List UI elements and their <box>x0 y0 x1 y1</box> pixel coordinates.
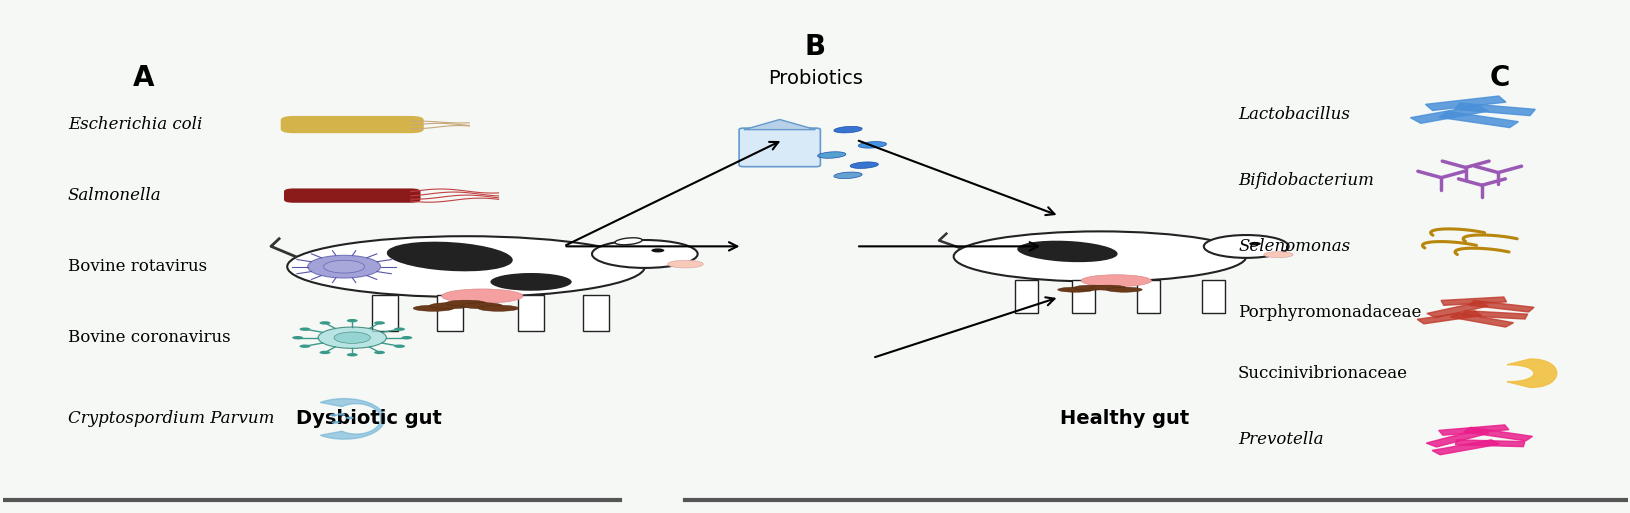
Circle shape <box>373 351 385 354</box>
FancyBboxPatch shape <box>280 116 424 133</box>
Circle shape <box>323 260 365 273</box>
Text: Salmonella: Salmonella <box>68 187 161 204</box>
Ellipse shape <box>667 260 703 268</box>
Ellipse shape <box>491 273 572 291</box>
Circle shape <box>394 345 404 348</box>
Polygon shape <box>1506 359 1555 387</box>
Text: B: B <box>805 33 825 61</box>
Ellipse shape <box>442 289 523 303</box>
Ellipse shape <box>461 303 502 309</box>
Text: Cryptospordium Parvum: Cryptospordium Parvum <box>68 410 274 427</box>
Ellipse shape <box>592 240 698 268</box>
Ellipse shape <box>1105 287 1141 292</box>
Text: Porphyromonadaceae: Porphyromonadaceae <box>1237 304 1421 321</box>
Text: C: C <box>1490 64 1509 92</box>
Bar <box>437 295 463 330</box>
Ellipse shape <box>833 126 862 133</box>
Ellipse shape <box>833 172 862 179</box>
Circle shape <box>334 332 370 343</box>
Ellipse shape <box>1263 252 1293 258</box>
Circle shape <box>319 321 331 325</box>
Text: Dysbiotic gut: Dysbiotic gut <box>295 409 442 428</box>
Polygon shape <box>1454 440 1524 447</box>
Circle shape <box>319 351 331 354</box>
Ellipse shape <box>445 300 486 306</box>
Ellipse shape <box>615 238 642 245</box>
Polygon shape <box>743 120 815 130</box>
Ellipse shape <box>1073 285 1108 290</box>
Polygon shape <box>1410 106 1488 123</box>
Circle shape <box>329 414 337 417</box>
Ellipse shape <box>1081 275 1151 287</box>
Text: Bifidobacterium: Bifidobacterium <box>1237 172 1372 189</box>
Ellipse shape <box>1017 241 1117 262</box>
Circle shape <box>347 353 357 357</box>
Ellipse shape <box>849 162 879 168</box>
Polygon shape <box>1426 302 1487 318</box>
Polygon shape <box>1416 311 1480 324</box>
Polygon shape <box>1469 301 1534 312</box>
Polygon shape <box>1460 311 1527 319</box>
Ellipse shape <box>1089 285 1125 290</box>
Circle shape <box>300 327 310 331</box>
Text: Selenomonas: Selenomonas <box>1237 238 1350 255</box>
Ellipse shape <box>429 303 469 309</box>
Circle shape <box>318 327 386 348</box>
Polygon shape <box>1438 425 1508 435</box>
Bar <box>1201 280 1224 313</box>
Text: Escherichia coli: Escherichia coli <box>68 116 202 133</box>
Circle shape <box>347 319 357 322</box>
Ellipse shape <box>954 231 1245 282</box>
Ellipse shape <box>287 236 644 297</box>
FancyBboxPatch shape <box>284 188 421 203</box>
Ellipse shape <box>817 152 846 159</box>
Polygon shape <box>1464 427 1532 441</box>
Circle shape <box>292 336 303 340</box>
Text: Bovine rotavirus: Bovine rotavirus <box>68 258 207 275</box>
Polygon shape <box>1449 313 1513 327</box>
Circle shape <box>394 327 404 331</box>
Circle shape <box>346 417 354 419</box>
Text: Healthy gut: Healthy gut <box>1060 409 1188 428</box>
Ellipse shape <box>386 242 512 271</box>
Circle shape <box>337 413 346 416</box>
Polygon shape <box>1425 96 1504 110</box>
Text: Bovine coronavirus: Bovine coronavirus <box>68 329 230 346</box>
Bar <box>1136 280 1159 313</box>
FancyBboxPatch shape <box>738 128 820 167</box>
Ellipse shape <box>412 305 453 311</box>
Polygon shape <box>1425 429 1488 447</box>
Text: Probiotics: Probiotics <box>768 69 862 88</box>
Bar <box>1071 280 1094 313</box>
Circle shape <box>300 345 310 348</box>
Polygon shape <box>1454 103 1534 115</box>
Bar <box>372 295 398 330</box>
Circle shape <box>401 336 412 340</box>
Ellipse shape <box>1203 235 1288 258</box>
Bar <box>582 295 608 330</box>
Polygon shape <box>1438 111 1518 128</box>
Bar <box>1015 280 1038 313</box>
Circle shape <box>331 421 339 424</box>
Ellipse shape <box>1056 287 1092 292</box>
Ellipse shape <box>857 142 887 148</box>
Text: Lactobacillus: Lactobacillus <box>1237 106 1350 123</box>
Text: Prevotella: Prevotella <box>1237 431 1324 448</box>
Circle shape <box>373 321 385 325</box>
Circle shape <box>1249 242 1260 246</box>
Text: A: A <box>132 64 155 92</box>
Polygon shape <box>319 399 385 439</box>
Bar <box>518 295 544 330</box>
Ellipse shape <box>478 305 518 311</box>
Circle shape <box>650 248 663 252</box>
Text: Succinivibrionaceae: Succinivibrionaceae <box>1237 365 1407 382</box>
Polygon shape <box>1431 440 1498 455</box>
Circle shape <box>308 255 380 278</box>
Polygon shape <box>1441 297 1506 305</box>
